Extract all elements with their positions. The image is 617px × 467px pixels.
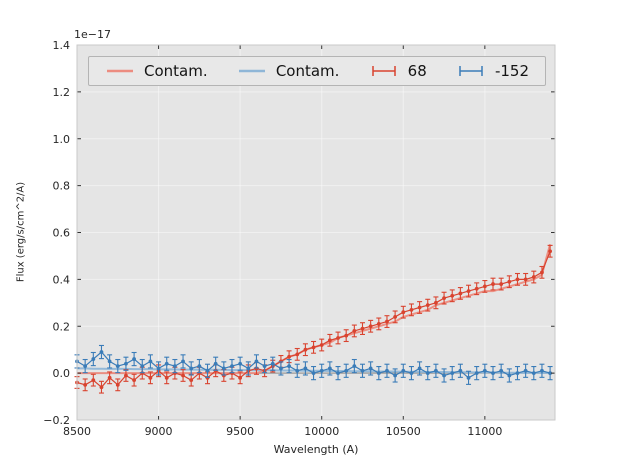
svg-text:8500: 8500 xyxy=(63,425,91,438)
legend-entry-68: 68 xyxy=(369,62,427,80)
svg-text:10000: 10000 xyxy=(304,425,339,438)
legend-entry-minus152: -152 xyxy=(456,62,529,80)
blue-line-swatch xyxy=(238,69,265,73)
svg-text:0.4: 0.4 xyxy=(53,273,71,286)
red-line-swatch xyxy=(107,69,133,73)
legend-entry-contam-red: Contam. xyxy=(105,62,208,80)
red-errorbar-swatch xyxy=(371,66,396,76)
legend-label-minus152: -152 xyxy=(494,62,529,80)
svg-text:0.2: 0.2 xyxy=(53,320,71,333)
legend: Contam. Contam. 68 -152 xyxy=(88,56,546,86)
legend-label-contam-blue: Contam. xyxy=(275,62,340,80)
svg-text:10500: 10500 xyxy=(386,425,421,438)
svg-text:1.4: 1.4 xyxy=(53,39,71,52)
svg-text:11000: 11000 xyxy=(467,425,502,438)
blue-errorbar-swatch xyxy=(459,66,483,76)
svg-text:1.2: 1.2 xyxy=(53,86,71,99)
svg-text:9500: 9500 xyxy=(226,425,254,438)
svg-text:−0.2: −0.2 xyxy=(43,414,70,427)
svg-text:9000: 9000 xyxy=(145,425,173,438)
svg-text:0.0: 0.0 xyxy=(53,367,71,380)
legend-label-contam-red: Contam. xyxy=(144,62,208,80)
y-axis-offset-label: 1e−17 xyxy=(74,28,111,41)
x-axis-label: Wavelength (A) xyxy=(273,443,359,456)
legend-label-68: 68 xyxy=(407,62,427,80)
svg-text:0.8: 0.8 xyxy=(53,180,71,193)
legend-entry-contam-blue: Contam. xyxy=(237,62,340,80)
svg-text:1.0: 1.0 xyxy=(53,133,71,146)
svg-text:0.6: 0.6 xyxy=(53,227,71,240)
